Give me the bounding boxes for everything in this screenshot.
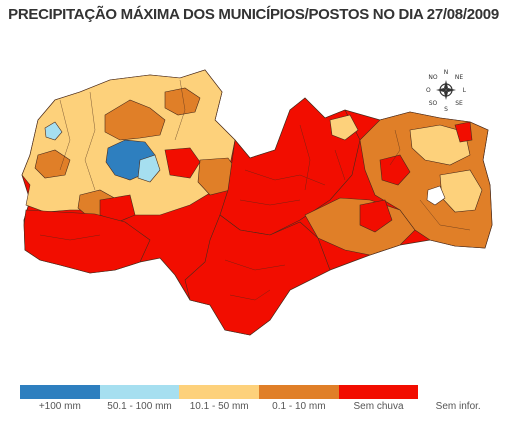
legend-label-0-10: 0.1 - 10 mm — [272, 401, 326, 412]
svg-text:L: L — [463, 87, 467, 94]
region-south-red — [184, 214, 331, 336]
legend-labels: +100 mm 50.1 - 100 mm 10.1 - 50 mm 0.1 -… — [20, 401, 498, 412]
legend-label-10-50: 10.1 - 50 mm — [189, 401, 249, 412]
legend: +100 mm 50.1 - 100 mm 10.1 - 50 mm 0.1 -… — [20, 385, 499, 412]
region-cyan-2 — [44, 121, 63, 141]
region-west-orange-3 — [34, 149, 71, 179]
region-west-red-1 — [164, 147, 201, 179]
legend-label-50-100: 50.1 - 100 mm — [107, 401, 172, 412]
legend-swatch-50-100 — [99, 385, 180, 399]
legend-label-plus-100: +100 mm — [38, 401, 81, 412]
region-east-white — [426, 185, 446, 206]
municipality-boundaries — [39, 79, 471, 301]
compass-rose-icon: N S O L NO NE SO SE — [426, 69, 467, 112]
region-west-orange-2 — [164, 87, 201, 116]
svg-text:SO: SO — [429, 100, 438, 107]
region-west-red-2 — [99, 194, 136, 223]
legend-color-bar — [20, 385, 499, 399]
region-east-light-3 — [329, 114, 359, 141]
legend-swatch-sem-infor — [418, 385, 499, 399]
svg-text:SE: SE — [455, 100, 463, 107]
svg-text:NE: NE — [455, 74, 463, 81]
region-west-orange-1 — [104, 99, 166, 141]
svg-text:O: O — [426, 87, 431, 94]
svg-text:NO: NO — [428, 74, 437, 81]
legend-swatch-0-10 — [259, 385, 339, 399]
legend-swatch-plus-100 — [20, 385, 100, 399]
region-east-light-1 — [409, 124, 471, 166]
region-southwest-red — [23, 209, 151, 274]
region-east-red-2 — [379, 154, 411, 186]
region-east-red-1 — [454, 121, 473, 143]
region-east-red-3 — [359, 199, 393, 233]
legend-swatch-10-50 — [179, 385, 260, 399]
map-title: PRECIPITAÇÃO MÁXIMA DOS MUNICÍPIOS/POSTO… — [8, 6, 499, 23]
legend-label-sem-infor: Sem infor. — [435, 401, 481, 412]
legend-label-sem-chuva: Sem chuva — [353, 401, 404, 412]
svg-text:S: S — [444, 106, 448, 112]
svg-text:N: N — [444, 69, 449, 76]
legend-swatch-sem-chuva — [338, 385, 419, 399]
region-cyan-1 — [137, 154, 161, 183]
